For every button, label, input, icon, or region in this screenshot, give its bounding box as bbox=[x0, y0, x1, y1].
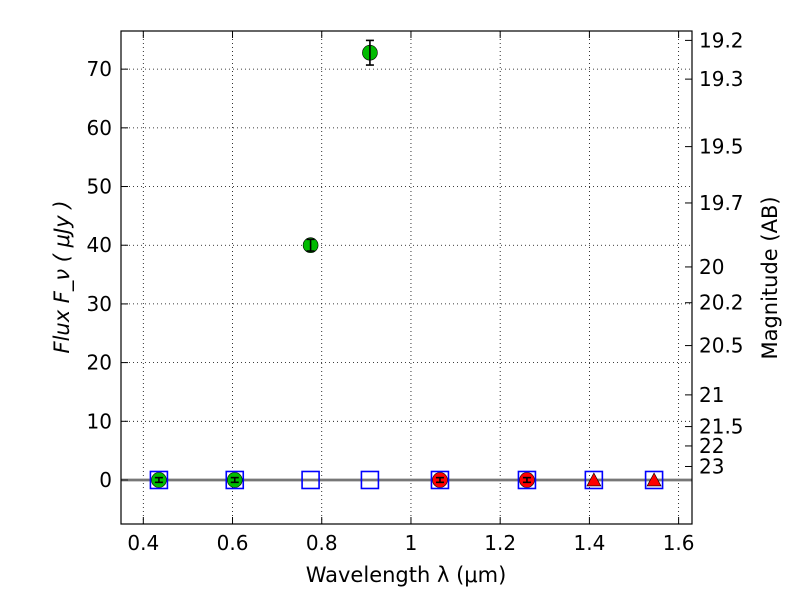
data-markers bbox=[149, 39, 664, 490]
data-point-open-square bbox=[360, 470, 380, 490]
y2-tick-label: 19.5 bbox=[699, 135, 744, 159]
data-point-open-square bbox=[225, 470, 245, 490]
y2-tick-label: 23 bbox=[699, 454, 724, 478]
plot-frame bbox=[120, 30, 693, 525]
x-tick-label: 1.2 bbox=[484, 531, 516, 555]
y2-tick-label: 19.7 bbox=[699, 191, 744, 215]
y2-axis-title: Magnitude (AB) bbox=[758, 196, 782, 359]
data-point-open-square bbox=[644, 470, 664, 490]
y2-tick-label: 19.3 bbox=[699, 67, 744, 91]
data-point-triangle bbox=[586, 472, 602, 487]
y-tick-label: 40 bbox=[87, 233, 112, 257]
tick-labels: 0.4 0.6 0.8 1 1.2 1.4 1.6 0 10 20 30 40 50 60 70 19.2 19… bbox=[87, 28, 744, 555]
data-point-open-square bbox=[149, 470, 169, 490]
x-tick-label: 0.8 bbox=[306, 531, 338, 555]
x-tick-label: 1.4 bbox=[573, 531, 605, 555]
x-tick-label: 1 bbox=[405, 531, 418, 555]
x-tick-label: 0.4 bbox=[127, 531, 159, 555]
plot-background bbox=[121, 31, 692, 524]
x-tick-label: 1.6 bbox=[663, 531, 695, 555]
y-tick-label: 60 bbox=[87, 116, 112, 140]
y-axis-title: Flux F_ν ( μJy ) bbox=[50, 200, 75, 353]
y-tick-label: 10 bbox=[87, 409, 112, 433]
y-tick-label: 30 bbox=[87, 292, 112, 316]
y-tick-label: 70 bbox=[87, 57, 112, 81]
y-tick-label: 20 bbox=[87, 351, 112, 375]
data-point-open-square bbox=[584, 470, 604, 490]
y-tick-label: 50 bbox=[87, 175, 112, 199]
data-point-open-square bbox=[517, 470, 537, 490]
data-point-open-square bbox=[301, 470, 320, 490]
axis-ticks bbox=[121, 31, 692, 524]
y2-tick-label: 22 bbox=[699, 434, 724, 458]
x-axis-title: Wavelength λ (μm) bbox=[306, 563, 507, 587]
y2-tick-label: 21 bbox=[699, 383, 724, 407]
data-point-open-square bbox=[430, 470, 450, 490]
y2-tick-label: 19.2 bbox=[699, 28, 744, 52]
data-point-triangle bbox=[646, 472, 662, 487]
y2-tick-label: 20 bbox=[699, 255, 724, 279]
y2-tick-label: 21.5 bbox=[699, 415, 744, 439]
y-tick-label: 0 bbox=[99, 468, 112, 492]
x-tick-label: 0.6 bbox=[217, 531, 249, 555]
y2-tick-label: 20.2 bbox=[699, 291, 744, 315]
y2-tick-label: 20.5 bbox=[699, 334, 744, 358]
